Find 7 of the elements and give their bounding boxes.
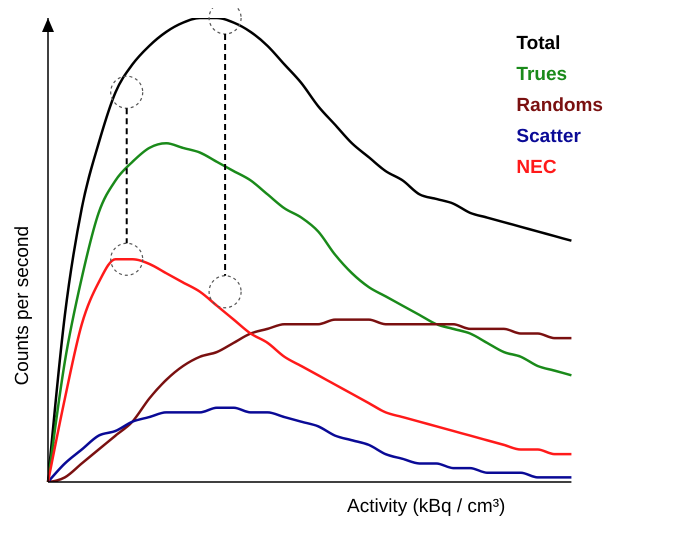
x-axis-title: Activity (kBq / cm³) (347, 496, 506, 517)
text: Total (516, 32, 562, 56)
y-axis-title: Counts per second (12, 226, 33, 386)
text: Trues (516, 63, 568, 87)
text: NEC (516, 156, 558, 180)
text: Randoms (516, 94, 603, 118)
text: Scatter (516, 125, 582, 149)
